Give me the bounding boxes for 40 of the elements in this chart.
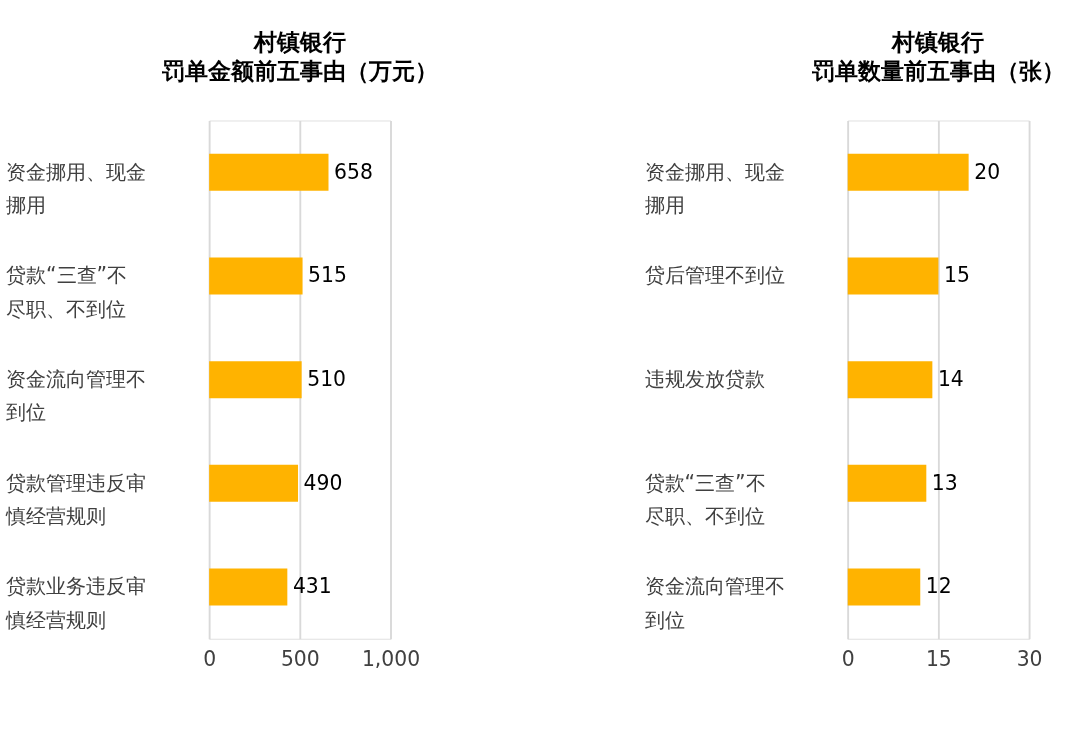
x-tick-label: 0 bbox=[841, 647, 855, 672]
bar bbox=[209, 257, 303, 295]
x-tick-label: 0 bbox=[203, 647, 217, 672]
chart-title: 村镇银行 bbox=[891, 29, 985, 56]
y-tick-label: 贷款“三查”不尽职、不到位 bbox=[644, 470, 766, 529]
data-label: 515 bbox=[308, 263, 347, 288]
data-label: 510 bbox=[307, 367, 347, 392]
bar bbox=[847, 568, 921, 606]
chart-subtitle: 罚单金额前五事由（万元） bbox=[160, 57, 438, 84]
data-label: 658 bbox=[334, 159, 373, 184]
x-tick-label: 500 bbox=[280, 647, 320, 672]
bar bbox=[209, 568, 288, 606]
bar bbox=[847, 153, 969, 191]
y-tick-label: 贷款管理违反审慎经营规则 bbox=[5, 470, 147, 529]
bar bbox=[209, 153, 329, 191]
y-tick-label: 贷后管理不到位 bbox=[644, 263, 785, 288]
bar bbox=[209, 464, 299, 502]
chart-title: 村镇银行 bbox=[252, 29, 346, 56]
y-tick-label: 贷款“三查”不尽职、不到位 bbox=[6, 263, 128, 321]
x-tick-label: 30 bbox=[1016, 647, 1043, 672]
y-tick-label: 违规发放贷款 bbox=[644, 367, 765, 392]
x-tick-label: 1,000 bbox=[361, 647, 421, 672]
data-label: 12 bbox=[925, 574, 952, 599]
y-tick-label: 资金流向管理不到位 bbox=[644, 574, 785, 632]
y-tick-label: 贷款业务违反审慎经营规则 bbox=[5, 574, 147, 632]
x-tick-label: 15 bbox=[925, 647, 952, 672]
data-label: 15 bbox=[943, 263, 970, 288]
bar bbox=[209, 361, 302, 399]
data-label: 431 bbox=[292, 574, 332, 599]
data-label: 14 bbox=[937, 367, 964, 392]
chart-subtitle: 罚单数量前五事由（张） bbox=[810, 57, 1065, 84]
data-label: 20 bbox=[974, 159, 1001, 184]
bar bbox=[847, 464, 927, 502]
y-tick-label: 资金挪用、现金挪用 bbox=[6, 159, 147, 218]
bar bbox=[847, 361, 933, 399]
data-label: 490 bbox=[303, 470, 343, 495]
y-tick-label: 资金挪用、现金挪用 bbox=[644, 159, 785, 218]
y-tick-label: 资金流向管理不到位 bbox=[6, 367, 147, 425]
data-label: 13 bbox=[931, 470, 958, 495]
bar bbox=[847, 257, 939, 295]
